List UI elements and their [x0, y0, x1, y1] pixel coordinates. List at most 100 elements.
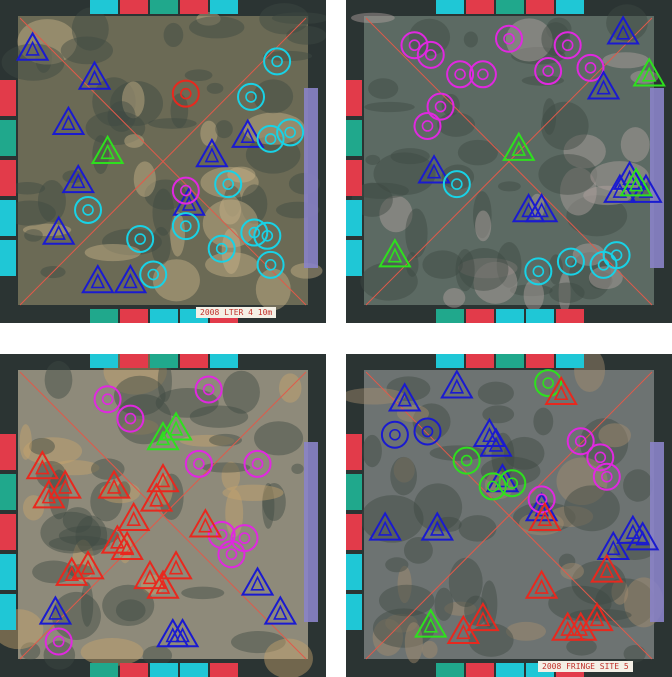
frame-tape	[180, 0, 208, 14]
annotation-triangle	[440, 369, 474, 399]
reef-texture	[379, 195, 413, 233]
frame-tape	[496, 663, 524, 677]
reef-texture	[84, 244, 141, 262]
annotation-triangle	[625, 521, 660, 551]
annotation-triangle	[81, 263, 115, 294]
reef-texture	[230, 631, 286, 654]
reef-texture	[362, 434, 382, 468]
reef-texture	[90, 481, 123, 522]
reef-texture	[523, 279, 545, 312]
annotation-triangle	[195, 138, 229, 168]
annotation-circle	[276, 118, 305, 147]
annotation-circle	[446, 60, 475, 89]
reef-texture	[121, 81, 145, 119]
frame-tape	[346, 514, 362, 550]
annotation-circle	[416, 40, 445, 69]
annotation-circle	[74, 195, 103, 224]
annotation-circle	[602, 241, 631, 270]
quadrat-photo-bottom-left	[0, 354, 326, 677]
reef-texture	[271, 12, 326, 25]
reef-texture	[75, 515, 108, 556]
reef-texture	[373, 152, 436, 196]
frame-tape	[150, 354, 178, 368]
frame-tape	[120, 309, 148, 323]
reef-texture	[102, 228, 162, 256]
reef-texture	[163, 22, 184, 48]
frame-tape	[120, 354, 148, 368]
frame-tape	[180, 354, 208, 368]
annotation-triangle	[590, 553, 624, 583]
frame-tape	[526, 354, 554, 368]
reef-texture	[540, 101, 589, 151]
reef-texture	[473, 191, 492, 239]
frame-tape	[346, 120, 362, 156]
annotation-triangle	[113, 263, 148, 294]
annotation-triangle	[524, 569, 559, 599]
frame-tape	[436, 354, 464, 368]
quadrat-photo-top-right	[346, 0, 672, 323]
reef-texture	[152, 259, 200, 302]
frame-tape	[0, 594, 16, 630]
reef-texture	[434, 587, 454, 621]
frame-tape	[0, 474, 16, 510]
annotation-circle	[556, 247, 585, 276]
annotation-circle	[171, 79, 200, 108]
frame-tape	[496, 0, 524, 14]
quadrat-svg	[0, 0, 326, 323]
diagonal-string	[19, 17, 307, 306]
frame-tape	[210, 354, 238, 368]
annotation-triangle	[420, 511, 455, 541]
annotation-circle	[253, 221, 282, 250]
frame-tape	[90, 309, 118, 323]
reef-texture	[110, 81, 164, 126]
quadrat-svg	[346, 354, 672, 677]
reef-texture	[60, 36, 114, 65]
reef-texture	[385, 557, 409, 573]
annotation-circle	[263, 47, 292, 76]
annotation-circle	[171, 212, 200, 241]
frame-tape	[180, 663, 208, 677]
reef-texture	[221, 461, 241, 491]
reef-texture	[29, 438, 55, 455]
reef-texture	[35, 43, 52, 73]
reef-texture	[444, 601, 477, 616]
frame-tape	[436, 663, 464, 677]
reef-texture	[144, 179, 187, 210]
reef-texture	[443, 287, 466, 308]
reef-texture	[206, 82, 224, 94]
reef-texture	[155, 387, 219, 418]
reef-texture	[497, 181, 521, 192]
reef-texture	[254, 421, 304, 456]
annotation-triangle	[240, 566, 275, 596]
reef-texture	[390, 456, 417, 496]
reef-texture	[533, 407, 554, 436]
frame-tape	[90, 0, 118, 14]
annotation-circle	[534, 57, 563, 86]
annotation-circle	[171, 176, 200, 205]
annotation-circle	[553, 31, 582, 60]
annotation-triangle	[100, 524, 135, 554]
annotation-triangle	[524, 192, 559, 223]
frame-tape	[346, 80, 362, 116]
reef-texture	[405, 208, 428, 258]
annotation-circle	[217, 540, 246, 569]
frame-tape	[526, 309, 554, 323]
reef-texture	[542, 98, 557, 135]
annotation-triangle	[133, 559, 167, 590]
reef-texture	[62, 507, 93, 533]
reef-texture	[262, 482, 286, 522]
reef-texture	[92, 135, 110, 175]
annotation-triangle	[188, 508, 223, 538]
reef-texture	[253, 79, 294, 114]
reef-texture	[397, 565, 412, 604]
reef-texture	[422, 250, 463, 279]
annotation-triangle	[15, 31, 50, 61]
reef-texture	[437, 112, 476, 137]
reef-texture	[448, 557, 483, 607]
frame-tape	[150, 663, 178, 677]
reef-texture	[20, 642, 41, 660]
scale-ruler	[304, 88, 318, 268]
annotation-circle	[237, 82, 266, 111]
reef-texture	[546, 17, 572, 41]
annotation-triangle	[48, 469, 82, 499]
